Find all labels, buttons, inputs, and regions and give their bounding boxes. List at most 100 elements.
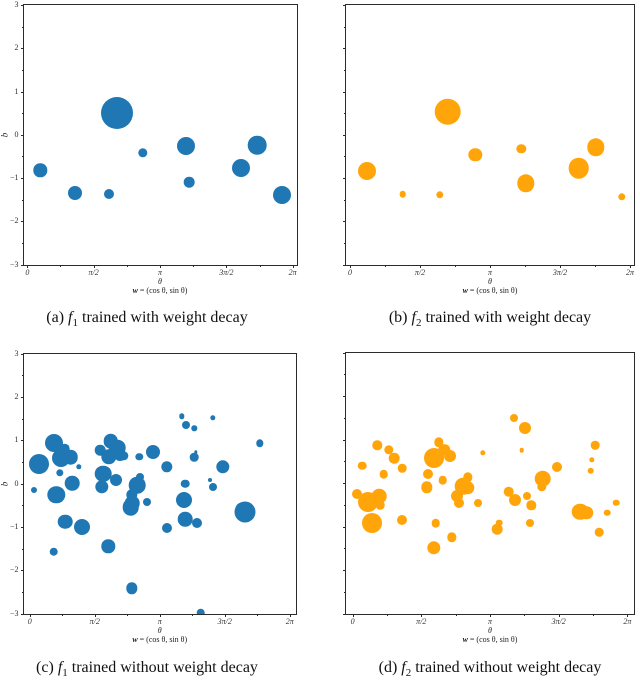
y-minor-tick-mark	[21, 505, 24, 507]
data-bubble	[59, 443, 70, 455]
data-bubble	[434, 437, 444, 447]
data-bubble	[135, 472, 144, 481]
data-bubble	[603, 509, 611, 516]
data-bubble	[372, 440, 382, 450]
data-bubble	[47, 486, 65, 504]
data-bubble	[122, 499, 140, 516]
y-tick-label: 0	[14, 129, 19, 139]
y-tick-mark	[20, 613, 24, 615]
data-bubble	[431, 518, 440, 528]
data-bubble	[399, 190, 406, 198]
y-minor-tick-mark	[21, 156, 24, 158]
caption-c-prefix: (c)	[36, 659, 58, 676]
plot-area-c	[24, 354, 297, 614]
x-tick-mark	[629, 264, 631, 268]
x-tick-mark	[29, 613, 31, 617]
data-bubble	[182, 421, 191, 429]
caption-a: (a) f1 trained with weight decay	[0, 308, 294, 333]
data-bubble	[196, 608, 205, 614]
x-tick-label: 2π	[285, 616, 294, 626]
x-tick-mark	[226, 264, 228, 268]
y-tick-mark	[343, 178, 346, 179]
data-bubble	[191, 517, 202, 528]
y-minor-tick-mark	[21, 375, 24, 377]
data-bubble	[454, 498, 465, 509]
data-bubble	[518, 422, 531, 435]
y-tick-mark	[20, 570, 24, 572]
y-tick-mark	[343, 483, 346, 484]
w-symbol: w	[462, 285, 468, 295]
data-bubble	[125, 489, 138, 501]
data-bubble	[273, 185, 292, 204]
x-minor-tick-mark	[193, 264, 195, 267]
x-tick-mark	[420, 264, 422, 268]
x-minor-tick-mark	[455, 613, 457, 616]
data-bubble	[503, 486, 515, 497]
data-bubble	[372, 488, 387, 504]
y-tick-label: −1	[9, 173, 19, 182]
data-bubble	[74, 518, 91, 535]
x-minor-tick-mark	[455, 264, 456, 267]
y-minor-tick-mark	[21, 418, 24, 420]
caption-d-clipped: (d) f2 trained without weight decay	[340, 658, 640, 683]
y-tick-mark	[20, 5, 24, 6]
x-tick-label: 2π	[625, 267, 634, 277]
x-axis-label-theta: θ	[488, 276, 492, 286]
data-bubble	[594, 527, 604, 537]
subplot-b: θ w = (cos θ, sin θ) 0 π/2 π 3π/2 2π	[343, 4, 635, 294]
data-bubble	[247, 135, 267, 155]
plot-area-b	[346, 5, 634, 265]
data-bubble	[125, 582, 138, 595]
caption-c-clipped: (c) f1 trained without weight decay	[0, 658, 294, 683]
y-tick-mark	[343, 613, 346, 615]
x-tick-mark	[350, 264, 352, 268]
x-tick-label: 0	[350, 616, 355, 626]
w-formula: = (cos θ, sin θ)	[137, 285, 188, 295]
data-bubble	[438, 444, 451, 456]
x-tick-mark	[160, 264, 161, 268]
x-minor-tick-mark	[594, 264, 596, 267]
data-bubble	[447, 532, 457, 543]
data-bubble	[58, 514, 73, 529]
y-tick-label: 2	[14, 43, 19, 53]
data-bubble	[375, 500, 385, 510]
y-minor-tick-mark	[344, 591, 346, 593]
data-bubble	[75, 464, 82, 470]
y-tick-mark	[343, 5, 346, 6]
caption-a-prefix: (a)	[46, 309, 69, 326]
w-formula: = (cos θ, sin θ)	[467, 634, 518, 644]
x-tick-label: π/2	[414, 267, 426, 277]
y-minor-tick-mark	[344, 242, 346, 244]
x-tick-mark	[289, 613, 291, 617]
data-bubble	[357, 461, 367, 470]
y-tick-mark	[343, 439, 346, 441]
data-bubble	[208, 478, 213, 483]
x-axis-label-w: w = (cos θ, sin θ)	[462, 285, 518, 295]
data-bubble	[100, 96, 133, 129]
x-tick-label: 3π/2	[217, 616, 232, 626]
w-symbol: w	[462, 634, 468, 644]
x-minor-tick-mark	[62, 613, 64, 616]
x-axis-label-theta: θ	[158, 276, 162, 286]
y-minor-tick-mark	[21, 113, 24, 115]
y-minor-tick-mark	[21, 548, 24, 550]
data-bubble	[33, 163, 48, 177]
data-bubble	[234, 501, 256, 523]
y-tick-mark	[343, 221, 346, 223]
y-tick-label: −3	[9, 259, 19, 269]
x-minor-tick-mark	[385, 264, 387, 267]
x-tick-label: π/2	[89, 616, 100, 626]
data-bubble	[522, 492, 531, 501]
data-bubble	[463, 472, 473, 483]
data-bubble	[388, 452, 400, 464]
y-tick-mark	[20, 353, 24, 355]
data-bubble	[180, 479, 190, 488]
x-tick-label: 0	[27, 616, 32, 626]
data-bubble	[231, 159, 250, 178]
x-tick-label: 2π	[288, 267, 297, 277]
data-bubble	[516, 174, 535, 192]
data-bubble	[161, 460, 173, 473]
x-minor-tick-mark	[593, 613, 595, 616]
data-bubble	[30, 487, 37, 494]
data-bubble	[379, 470, 388, 479]
